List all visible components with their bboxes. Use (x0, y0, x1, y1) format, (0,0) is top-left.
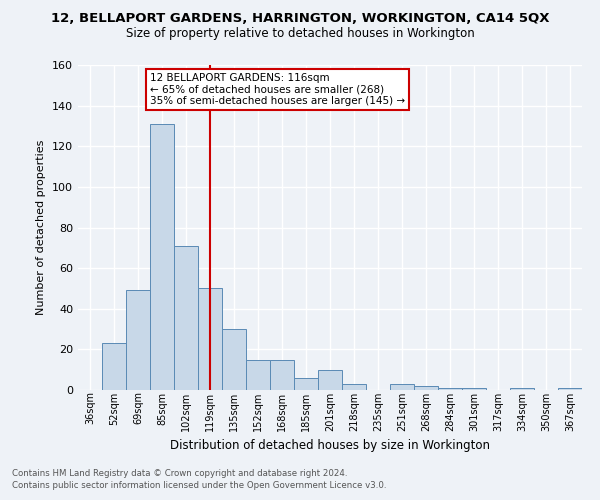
X-axis label: Distribution of detached houses by size in Workington: Distribution of detached houses by size … (170, 439, 490, 452)
Bar (438, 388, 462, 390)
Bar (318, 370, 342, 390)
Bar (198, 288, 222, 390)
Bar (558, 388, 582, 390)
Bar (150, 124, 174, 390)
Text: Contains HM Land Registry data © Crown copyright and database right 2024.: Contains HM Land Registry data © Crown c… (12, 468, 347, 477)
Text: 12 BELLAPORT GARDENS: 116sqm
← 65% of detached houses are smaller (268)
35% of s: 12 BELLAPORT GARDENS: 116sqm ← 65% of de… (150, 73, 405, 106)
Bar (126, 290, 150, 390)
Text: Size of property relative to detached houses in Workington: Size of property relative to detached ho… (125, 28, 475, 40)
Y-axis label: Number of detached properties: Number of detached properties (37, 140, 46, 315)
Bar (510, 388, 534, 390)
Text: 12, BELLAPORT GARDENS, HARRINGTON, WORKINGTON, CA14 5QX: 12, BELLAPORT GARDENS, HARRINGTON, WORKI… (51, 12, 549, 26)
Bar (390, 384, 414, 390)
Bar (246, 360, 270, 390)
Bar (462, 388, 486, 390)
Bar (222, 329, 246, 390)
Bar (342, 384, 366, 390)
Bar (174, 246, 198, 390)
Text: Contains public sector information licensed under the Open Government Licence v3: Contains public sector information licen… (12, 481, 386, 490)
Bar (270, 360, 294, 390)
Bar (294, 378, 318, 390)
Bar (414, 386, 438, 390)
Bar (102, 344, 126, 390)
